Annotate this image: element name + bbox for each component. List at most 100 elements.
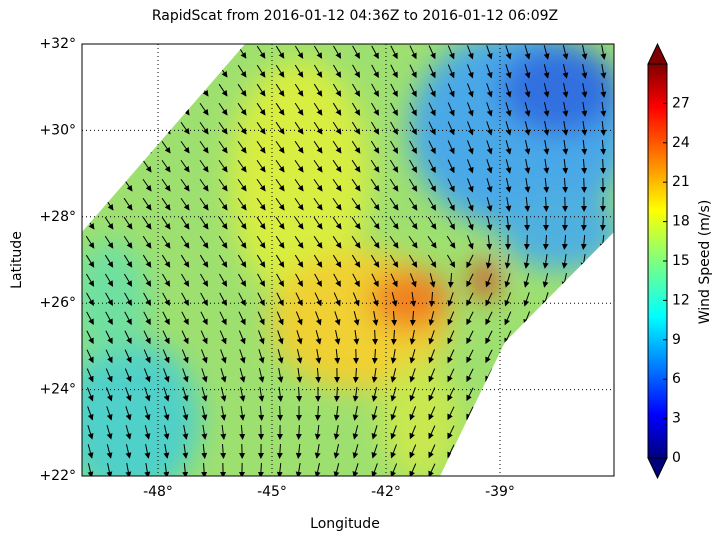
wind-arrow <box>218 140 228 154</box>
wind-arrow <box>390 121 398 135</box>
wind-arrow <box>485 444 493 459</box>
wind-arrow <box>353 329 360 345</box>
wind-arrow <box>370 178 380 192</box>
wind-arrow <box>142 121 152 135</box>
wind-arrow <box>428 140 436 155</box>
wind-arrow <box>561 254 568 269</box>
wind-arrow <box>123 216 133 230</box>
wind-arrow <box>351 121 361 135</box>
wind-arrow <box>524 102 531 117</box>
wind-arrow <box>351 159 361 173</box>
wind-arrow <box>352 444 359 459</box>
wind-arrow <box>277 405 284 421</box>
wind-arrow <box>371 64 379 79</box>
wind-arrow <box>389 235 399 249</box>
wind-arrow <box>428 444 436 459</box>
wind-arrow <box>371 368 378 383</box>
wind-arrow <box>85 83 95 97</box>
wind-arrow <box>447 444 455 459</box>
wind-arrow <box>124 368 132 383</box>
wind-arrow <box>239 368 246 383</box>
wind-arrow <box>390 83 398 98</box>
y-tick-label: +28° <box>39 209 76 225</box>
wind-arrow <box>486 102 493 117</box>
wind-arrow <box>106 387 113 402</box>
wind-arrow <box>447 387 455 402</box>
wind-arrow <box>218 83 228 97</box>
wind-arrow <box>106 463 113 476</box>
wind-arrow <box>561 292 568 307</box>
wind-arrow <box>581 120 588 136</box>
wind-arrow <box>220 443 227 459</box>
wind-arrow <box>486 83 493 98</box>
wind-arrow <box>294 235 304 249</box>
wind-arrow <box>294 45 304 59</box>
wind-arrow <box>143 330 151 345</box>
wind-arrow <box>370 140 380 154</box>
wind-arrow <box>201 443 208 459</box>
wind-arrow <box>390 329 397 345</box>
wind-arrow <box>180 254 190 268</box>
wind-arrow <box>105 349 113 364</box>
wind-arrow <box>542 349 550 364</box>
wind-arrow <box>256 159 266 173</box>
wind-arrow <box>201 368 208 383</box>
wind-arrow <box>580 349 587 364</box>
wind-arrow <box>561 311 568 326</box>
wind-arrow <box>523 463 531 476</box>
wind-arrow <box>275 235 285 249</box>
wind-arrow <box>313 254 323 268</box>
wind-arrow <box>142 254 152 268</box>
y-tick-label: +26° <box>39 295 76 311</box>
wind-arrow <box>86 368 94 383</box>
wind-arrow <box>123 83 133 97</box>
wind-arrow <box>276 462 283 476</box>
wind-arrow <box>542 273 549 288</box>
wind-arrow <box>161 178 171 192</box>
wind-arrow <box>599 311 606 326</box>
wind-arrow <box>104 121 114 135</box>
wind-arrow <box>524 121 531 136</box>
wind-arrow <box>523 406 531 421</box>
wind-arrow <box>161 216 171 230</box>
wind-arrow <box>524 45 531 60</box>
wind-arrow <box>315 311 322 326</box>
wind-arrow <box>161 254 171 268</box>
wind-arrow <box>163 444 170 459</box>
wind-arrow <box>542 311 549 326</box>
wind-arrow <box>543 177 550 193</box>
wind-arrow <box>447 45 455 60</box>
x-axis-label: Longitude <box>310 516 380 532</box>
wind-arrow <box>505 102 512 117</box>
wind-arrow <box>161 140 171 154</box>
wind-arrow <box>372 329 379 345</box>
wind-arrow <box>427 235 437 249</box>
wind-arrow <box>332 121 342 135</box>
wind-arrow <box>199 140 209 154</box>
wind-arrow <box>333 386 340 402</box>
wind-arrow <box>390 102 398 117</box>
wind-arrow <box>410 291 417 307</box>
wind-arrow <box>504 406 512 421</box>
wind-arrow <box>580 273 587 288</box>
y-tick-label: +24° <box>39 382 76 398</box>
wind-arrow <box>180 64 190 78</box>
wind-arrow <box>182 368 189 383</box>
wind-arrow <box>239 424 246 440</box>
colorbar-tick-label: 27 <box>672 95 690 111</box>
wind-arrow <box>428 197 437 211</box>
wind-arrow <box>144 406 151 421</box>
wind-arrow <box>219 292 227 307</box>
wind-arrow <box>485 406 493 421</box>
wind-arrow <box>580 444 588 459</box>
wind-arrow <box>218 178 228 192</box>
wind-arrow <box>313 178 323 192</box>
wind-arrow <box>371 348 378 364</box>
wind-arrow <box>218 216 228 230</box>
wind-arrow <box>199 197 209 211</box>
wind-arrow <box>466 311 474 326</box>
wind-arrow <box>333 45 342 59</box>
wind-arrow <box>142 235 152 249</box>
wind-arrow <box>219 273 228 287</box>
wind-arrow <box>447 216 455 231</box>
